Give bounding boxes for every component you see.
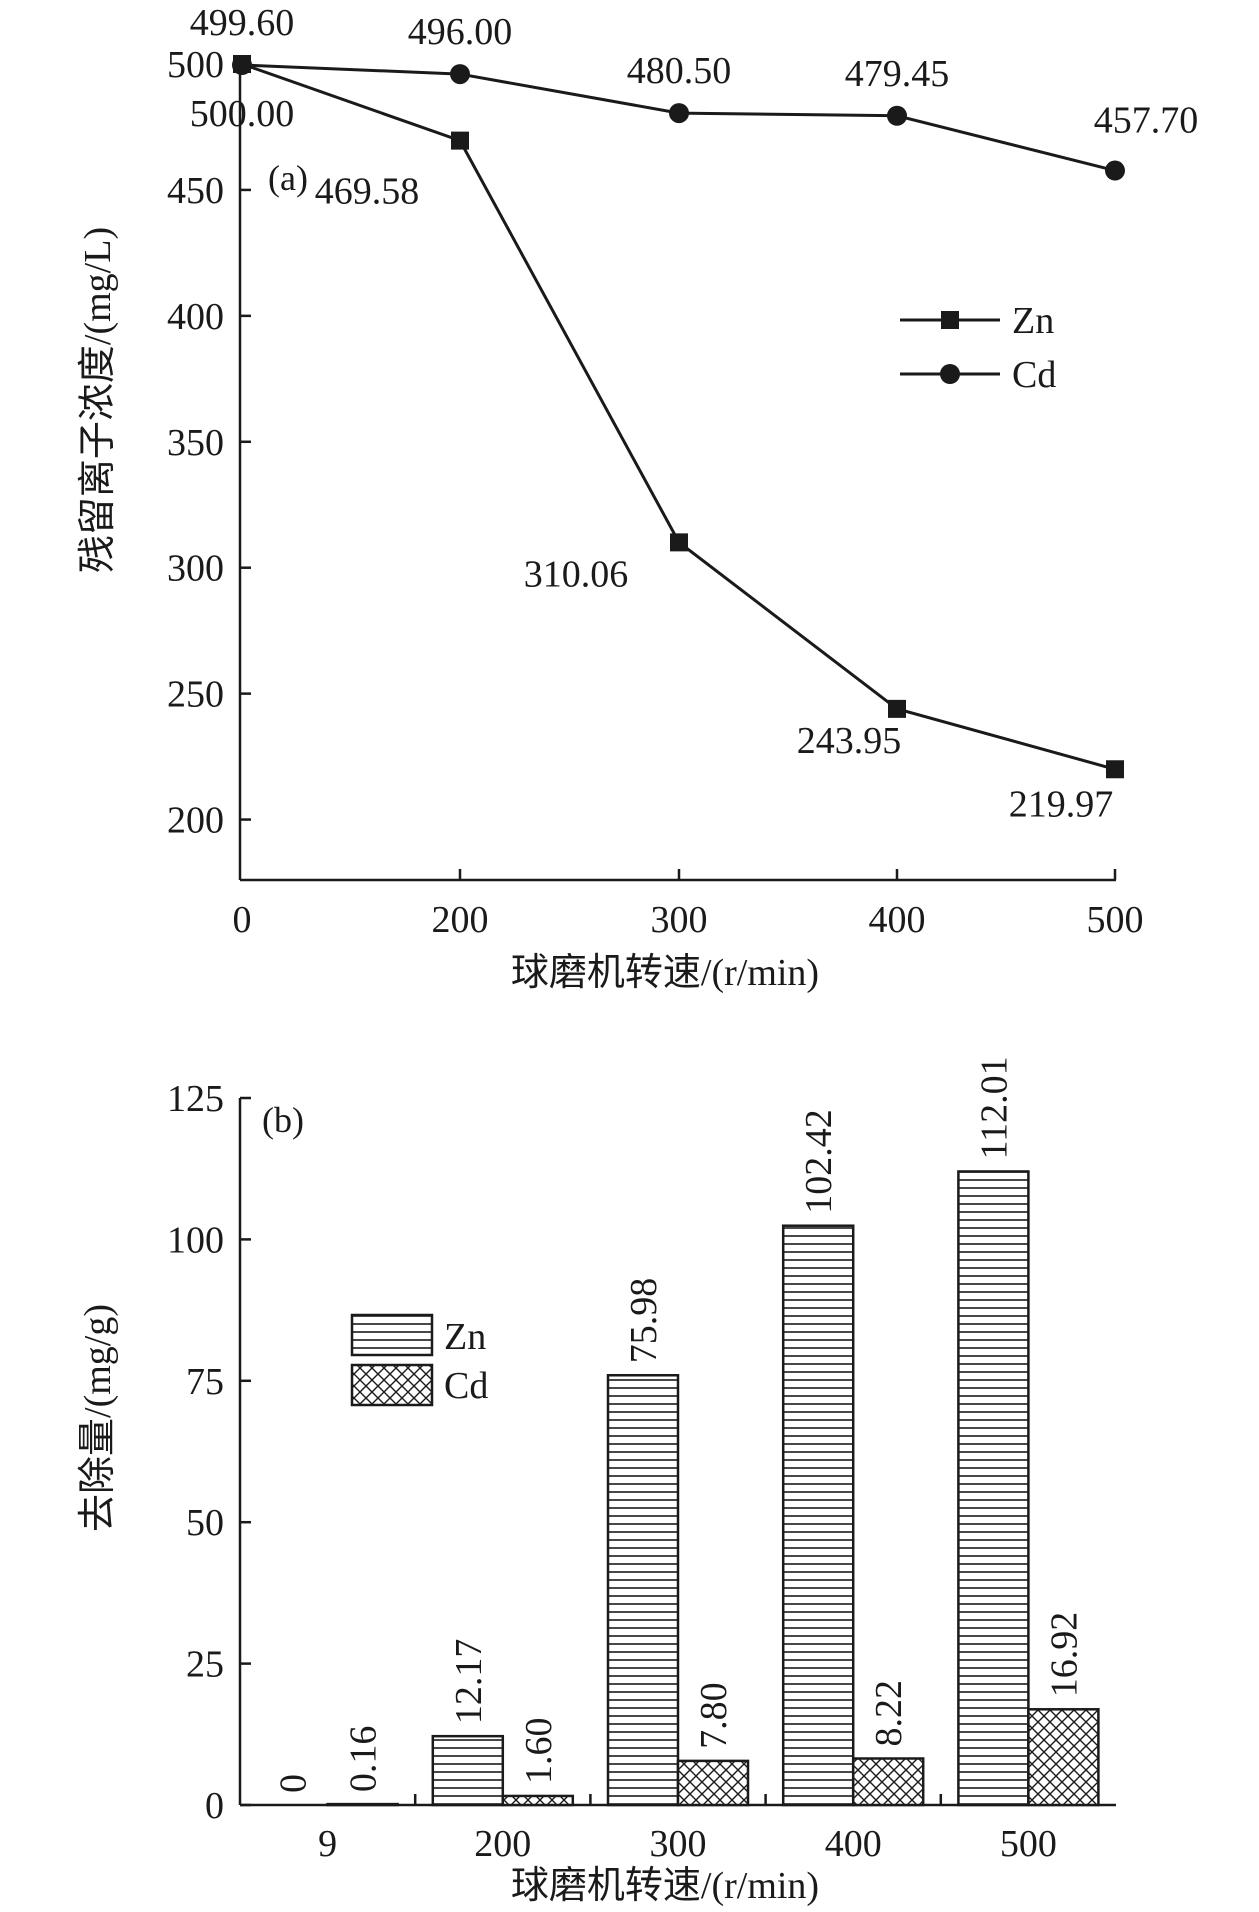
zn-bar-value-label: 112.01 [973, 1056, 1015, 1159]
zn-bar-value-label: 75.98 [623, 1278, 665, 1364]
legend-zn-swatch [350, 1313, 434, 1357]
cd-bar-value-label: 16.92 [1043, 1612, 1085, 1698]
legend-cd-label: Cd [1012, 354, 1056, 396]
zn-marker-square [888, 699, 906, 718]
legend-cd-swatch [350, 1363, 434, 1407]
panel-b-bar-chart: 去除量/(mg/g) 球磨机转速/(r/min) (b) 0 25 50 75 100 1… [77, 1056, 1116, 1907]
zn-bar [606, 1374, 680, 1807]
panel-b-x-tick-label: 500 [1000, 1823, 1057, 1865]
panel-a-y-tick-label: 500 [167, 44, 224, 86]
panel-a-y-tick-label: 250 [167, 674, 224, 716]
legend-zn-label: Zn [1012, 300, 1054, 342]
panel-b-y-tick-label: 100 [167, 1219, 224, 1261]
panel-a-x-tick-label: 400 [869, 899, 926, 941]
zn-marker-square [451, 131, 469, 150]
zn-bar-value-label: 0 [273, 1774, 315, 1793]
panel-b-x-tick-label: 200 [474, 1823, 531, 1865]
legend-cd-label: Cd [444, 1365, 488, 1407]
cd-marker-circle [669, 103, 689, 124]
panel-a-y-axis-title: 残留离子浓度/(mg/L) [77, 227, 119, 573]
zn-marker-square [670, 533, 688, 552]
legend-cd-marker [940, 364, 960, 384]
cd-bar [1027, 1708, 1100, 1807]
zn-bar [431, 1734, 505, 1807]
panel-b-y-tick-label: 125 [167, 1078, 224, 1120]
panel-b-x-tick-label: 300 [650, 1823, 707, 1865]
zn-bar-value-label: 12.17 [448, 1639, 490, 1725]
cd-bar [851, 1757, 925, 1807]
cd-marker-circle [232, 55, 252, 76]
cd-bar [676, 1759, 750, 1807]
panel-b-label: (b) [262, 1100, 304, 1140]
panel-b-y-tick-label: 25 [186, 1644, 224, 1686]
panel-a-x-tick-label: 300 [651, 899, 708, 941]
cd-data-label: 480.50 [627, 50, 732, 92]
panel-a-y-tick-label: 200 [167, 800, 224, 842]
cd-marker-circle [1105, 160, 1125, 181]
panel-a-y-tick-label: 450 [167, 170, 224, 212]
zn-data-label: 310.06 [524, 553, 629, 595]
panel-b-x-tick-label: 9 [318, 1823, 337, 1865]
panel-a-x-tick-label: 0 [233, 899, 252, 941]
cd-data-label: 499.60 [190, 2, 295, 44]
panel-b-y-axis-title: 去除量/(mg/g) [77, 1304, 119, 1532]
cd-data-label: 457.70 [1094, 100, 1199, 142]
panel-a-x-tick-label: 200 [432, 899, 489, 941]
legend-zn-marker [941, 311, 959, 329]
zn-bar [781, 1224, 855, 1807]
cd-bar [326, 1802, 399, 1807]
panel-a-line-chart: 残留离子浓度/(mg/L) 球磨机转速/(r/min) (a) 200 250 30… [77, 2, 1198, 994]
cd-bar-value-label: 0.16 [343, 1726, 385, 1793]
panel-a-y-tick-label: 350 [167, 422, 224, 464]
cd-bar-value-label: 7.80 [693, 1682, 735, 1749]
panel-b-y-tick-label: 75 [186, 1361, 224, 1403]
panel-a-y-tick-label: 300 [167, 548, 224, 590]
panel-a-y-tick-label: 400 [167, 296, 224, 338]
cd-marker-circle [450, 64, 470, 85]
cd-data-label: 479.45 [845, 53, 950, 95]
legend-zn-label: Zn [444, 1316, 486, 1358]
panel-b-y-tick-label: 50 [186, 1502, 224, 1544]
cd-bar-value-label: 8.22 [868, 1680, 910, 1747]
zn-data-label: 469.58 [315, 171, 420, 213]
panel-b-y-tick-label: 0 [205, 1785, 224, 1827]
panel-a-x-tick-label: 500 [1087, 899, 1144, 941]
zn-marker-square [1106, 760, 1124, 779]
zn-bar [957, 1170, 1030, 1807]
cd-marker-circle [887, 105, 907, 126]
zn-bar-value-label: 102.42 [798, 1109, 840, 1214]
zn-data-label: 243.95 [797, 720, 902, 762]
cd-bar [501, 1794, 575, 1807]
panel-a-x-axis-title: 球磨机转速/(r/min) [511, 952, 819, 994]
cd-data-label: 496.00 [408, 11, 513, 53]
cd-bar-value-label: 1.60 [518, 1717, 560, 1784]
panel-b-x-tick-label: 400 [825, 1823, 882, 1865]
zn-data-label: 500.00 [190, 93, 295, 135]
panel-b-x-axis-title: 球磨机转速/(r/min) [511, 1865, 819, 1907]
panel-a-label: (a) [268, 158, 308, 198]
zn-data-label: 219.97 [1009, 783, 1114, 825]
